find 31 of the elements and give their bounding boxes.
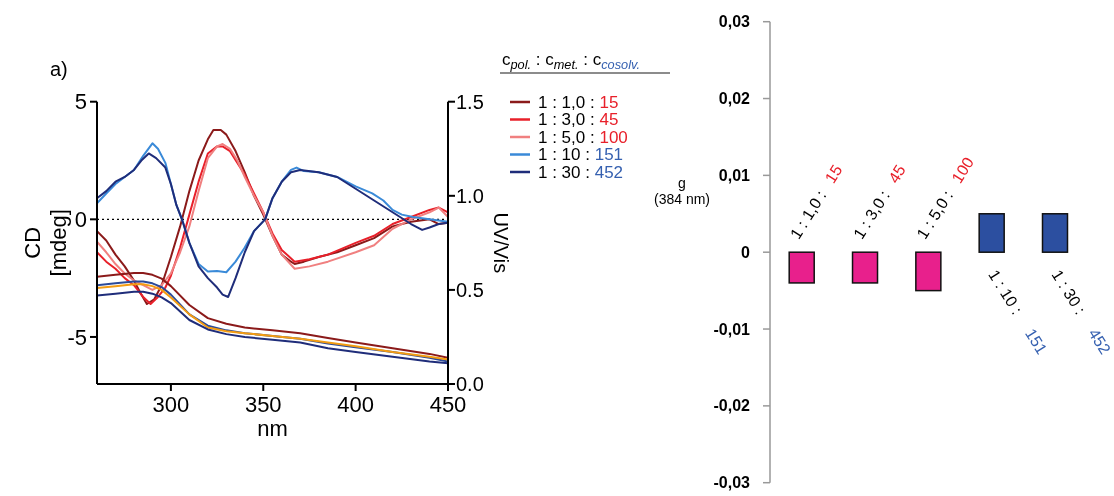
x-tick-label: 350: [244, 392, 282, 417]
x-axis-title: nm: [257, 416, 288, 441]
y-tick-label: -0,03: [713, 474, 751, 492]
legend-label: 1 : 1,0 : 15: [538, 92, 619, 112]
y-axis-title: g (384 nm): [653, 175, 711, 207]
x-tick-label: 450: [429, 392, 467, 417]
legend-label: 1 : 3,0 : 45: [538, 110, 619, 130]
legend-label: 1 : 10 : 151: [538, 145, 624, 165]
y2-tick-label: 0.0: [456, 373, 484, 395]
y-axis-title: CD [mdeg]: [20, 209, 71, 277]
y-tick-label: 5: [74, 89, 87, 115]
y2-axis-title: UV/Vis: [490, 212, 512, 274]
y-tick-label: -0,02: [713, 397, 751, 415]
x-tick-label: 1 : 1,0 : 15: [786, 161, 846, 242]
x-tick-label: 1 : 5,0 : 100: [913, 154, 977, 242]
y-tick-label: 0,02: [718, 90, 751, 108]
legend-label: 1 : 5,0 : 100: [538, 127, 628, 147]
y-tick-label: -0,01: [713, 320, 751, 338]
x-tick-label: 1 : 3,0 : 45: [850, 161, 909, 242]
legend-title: c$_{pol.}$ : c$_{met.}$ : c$_{cosolv.}$: [502, 50, 640, 72]
x-tick-label: 400: [337, 392, 374, 417]
y-tick-label: 0,01: [718, 166, 751, 184]
y-tick-label: 0,03: [718, 13, 751, 31]
y2-tick-label: 0.5: [456, 278, 484, 301]
x-tick-label: 300: [152, 392, 190, 417]
y2-tick-label: 1.5: [456, 90, 484, 113]
y-tick-label: 0: [741, 243, 751, 261]
y-tick-label: -5: [67, 324, 87, 350]
y-tick-label: 0: [74, 207, 87, 233]
text: a): [50, 58, 68, 80]
y2-tick-label: 1.0: [456, 184, 484, 207]
